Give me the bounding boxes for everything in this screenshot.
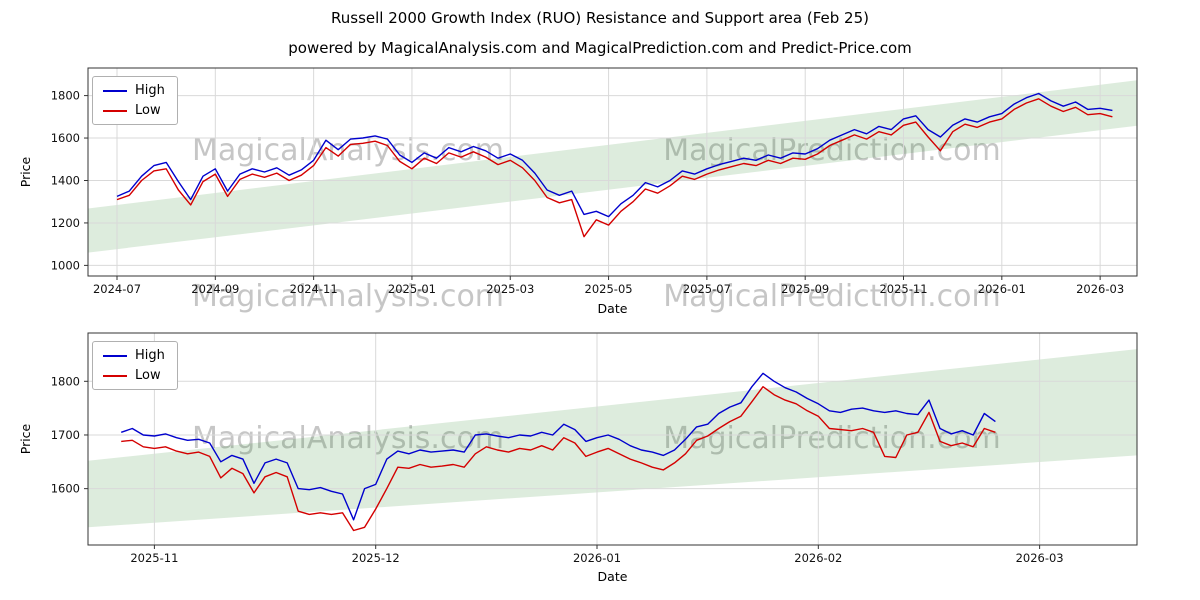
plot-border [87, 332, 1138, 546]
bottom-y-axis-label: Price [18, 423, 33, 455]
low-line-swatch [103, 374, 127, 377]
y-tick-label: 1400 [51, 173, 80, 187]
figure-title: Russell 2000 Growth Index (RUO) Resistan… [331, 9, 869, 27]
top-x-axis-label: Date [597, 301, 628, 316]
high-line-swatch [103, 354, 127, 357]
plot-border [87, 67, 1138, 277]
x-tick-label: 2026-01 [573, 551, 621, 565]
low-series-line [121, 386, 996, 532]
bottom-chart-legend: High Low [92, 341, 178, 390]
legend-label-high: High [135, 348, 165, 363]
x-tick-label: 2026-03 [1016, 551, 1064, 565]
x-tick-label: 2025-03 [486, 282, 534, 296]
top-chart: 2024-07 2024-09 2024-11 2025-01 2025-03 2025-… [51, 67, 1138, 296]
x-tick-label: 2024-07 [93, 282, 141, 296]
watermark-prediction: MagicalPrediction.com [663, 421, 1001, 456]
y-tick-label: 1600 [51, 131, 80, 145]
x-tick-label: 2026-02 [794, 551, 842, 565]
y-tick-label: 1000 [51, 258, 80, 272]
legend-label-low: Low [135, 103, 161, 118]
top-y-axis-label: Price [18, 156, 33, 188]
x-tick-label: 2026-01 [978, 282, 1026, 296]
x-tick-label: 2025-01 [388, 282, 436, 296]
legend-item-low: Low [103, 369, 165, 382]
legend-label-low: Low [135, 368, 161, 383]
y-tick-label: 1600 [51, 482, 80, 496]
x-tick-label: 2025-07 [683, 282, 731, 296]
y-tick-label: 1800 [51, 89, 80, 103]
watermark-prediction: MagicalPrediction.com [663, 279, 1001, 314]
high-series-line [120, 372, 996, 521]
top-chart-legend: High Low [92, 76, 178, 125]
y-tick-label: 1200 [51, 216, 80, 230]
legend-label-high: High [135, 83, 165, 98]
legend-item-high: High [103, 84, 165, 97]
bottom-x-axis-label: Date [597, 569, 628, 584]
y-tick-label: 1800 [51, 374, 80, 388]
x-tick-label: 2025-09 [781, 282, 829, 296]
watermark-analysis: MagicalAnalysis.com [191, 279, 505, 314]
x-tick-label: 2024-11 [290, 282, 338, 296]
legend-item-low: Low [103, 104, 165, 117]
high-line-swatch [103, 89, 127, 92]
low-series-line [116, 98, 1113, 238]
x-tick-label: 2025-11 [879, 282, 927, 296]
x-tick-label: 2025-12 [352, 551, 400, 565]
bottom-chart: 2025-11 2025-12 2026-01 2026-02 2026-03 1600 1… [51, 332, 1138, 565]
support-resistance-band [88, 349, 1137, 528]
x-tick-label: 2025-11 [130, 551, 178, 565]
legend-item-high: High [103, 349, 165, 362]
high-series-line [116, 92, 1113, 218]
watermark-analysis: MagicalAnalysis.com [191, 133, 505, 168]
x-tick-label: 2026-03 [1076, 282, 1124, 296]
x-tick-label: 2024-09 [191, 282, 239, 296]
x-tick-label: 2025-05 [585, 282, 633, 296]
support-resistance-band [88, 80, 1137, 253]
top-chart-title: powered by MagicalAnalysis.com and Magic… [288, 39, 912, 57]
low-line-swatch [103, 109, 127, 112]
y-tick-label: 1700 [51, 428, 80, 442]
